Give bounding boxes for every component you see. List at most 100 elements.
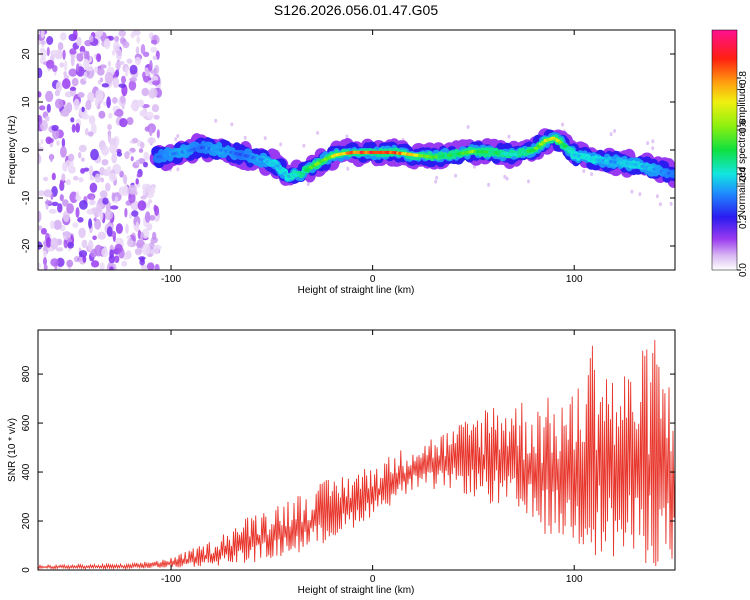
noise-blob — [84, 50, 88, 61]
noise-blob — [101, 83, 110, 88]
noise-blob — [93, 217, 97, 222]
colorbar-tick-label: 0.0 — [738, 263, 749, 277]
y-tick-label: 800 — [21, 365, 32, 382]
speckle — [503, 174, 507, 179]
noise-blob — [149, 60, 153, 72]
noise-blob — [110, 205, 119, 210]
x-tick-label: 100 — [566, 574, 583, 585]
noise-blob — [108, 60, 111, 67]
speckle — [345, 134, 349, 139]
noise-blob — [107, 124, 112, 131]
speckle — [176, 134, 180, 138]
noise-blob — [77, 92, 85, 98]
noise-blob — [72, 30, 78, 40]
y-tick-label: 600 — [21, 414, 32, 431]
noise-blob — [46, 46, 50, 57]
noise-blob — [38, 153, 42, 165]
speckle — [527, 179, 530, 184]
ridge-core — [567, 149, 573, 153]
noise-blob — [121, 104, 125, 110]
noise-blob — [151, 80, 160, 86]
noise-blob — [53, 219, 62, 230]
noise-blob — [81, 157, 85, 162]
colorbar-label: Normalized spectral amplitude — [737, 82, 748, 217]
noise-blob — [62, 49, 66, 60]
noise-blob — [38, 67, 43, 78]
noise-blob — [145, 211, 151, 224]
noise-blob — [64, 60, 68, 72]
noise-blob — [83, 71, 88, 82]
ridge-core — [279, 169, 285, 173]
noise-blob — [116, 151, 122, 157]
noise-blob — [56, 140, 60, 146]
noise-blob — [115, 61, 121, 70]
x-tick-label: 0 — [370, 274, 376, 285]
noise-blob — [81, 114, 90, 120]
noise-blob — [111, 192, 116, 202]
noise-blob — [59, 194, 64, 202]
noise-blob — [124, 66, 129, 77]
noise-blob — [106, 226, 113, 237]
noise-blob — [151, 185, 156, 195]
noise-blob — [73, 98, 80, 111]
noise-blob — [134, 56, 141, 66]
noise-blob — [66, 259, 74, 268]
noise-blob — [88, 35, 94, 43]
noise-blob — [38, 262, 41, 269]
noise-blob — [130, 156, 134, 162]
snr-ticks: -100 0 100 0 200 400 600 800 — [21, 330, 675, 585]
noise-blob — [130, 103, 137, 110]
noise-blob — [79, 45, 86, 54]
y-tick-label: -20 — [21, 238, 32, 253]
noise-blob — [38, 225, 43, 231]
x-tick-label: -100 — [161, 574, 181, 585]
noise-blob — [98, 110, 106, 119]
noise-blob — [62, 78, 71, 90]
noise-blob — [118, 83, 126, 88]
noise-blob — [121, 75, 126, 85]
noise-blob — [126, 58, 133, 64]
noise-blob — [99, 190, 108, 199]
speckle — [609, 132, 613, 137]
noise-blob — [43, 257, 47, 266]
speckle — [651, 139, 655, 144]
noise-blob — [152, 55, 158, 61]
noise-blob — [99, 209, 104, 222]
noise-blob — [104, 209, 114, 221]
speckle — [561, 122, 565, 127]
noise-blob — [121, 260, 128, 267]
ridge-core — [562, 144, 568, 148]
noise-blob — [140, 231, 144, 240]
noise-blob — [78, 227, 86, 239]
noise-blob — [40, 120, 48, 131]
noise-blob — [55, 81, 63, 93]
noise-blob — [65, 159, 74, 168]
noise-blob — [129, 77, 138, 82]
noise-blob — [135, 159, 140, 166]
noise-blob — [77, 217, 84, 223]
noise-blob — [143, 161, 148, 168]
ridge-core — [275, 164, 280, 168]
noise-blob — [140, 257, 145, 263]
noise-blob — [131, 210, 139, 217]
ridge-core — [277, 166, 283, 170]
noise-blob — [148, 199, 153, 204]
noise-blob — [101, 145, 110, 156]
noise-blob — [112, 77, 120, 89]
noise-blob — [150, 69, 156, 75]
noise-blob — [115, 48, 123, 61]
spectrogram-ylabel: Frequency (Hz) — [7, 116, 18, 185]
speckle — [454, 173, 458, 178]
noise-blob — [43, 250, 47, 258]
snr-series-line — [38, 339, 675, 570]
noise-blob — [51, 172, 56, 181]
noise-blob — [118, 30, 126, 37]
noise-blob — [135, 178, 139, 185]
noise-blob — [130, 32, 136, 39]
noise-blob — [81, 106, 85, 113]
noise-blob — [38, 210, 42, 223]
noise-blob — [40, 139, 44, 145]
noise-blob — [94, 173, 101, 183]
colorbar-tick-label: 0.6 — [738, 119, 749, 133]
noise-blob — [140, 44, 146, 55]
